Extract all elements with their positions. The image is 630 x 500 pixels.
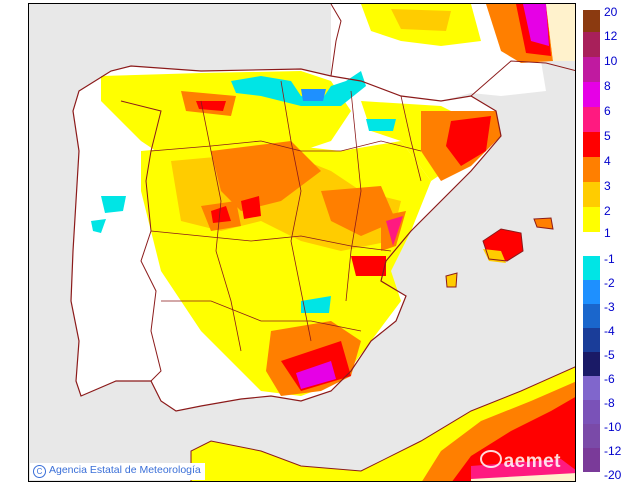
legend-swatch-6	[583, 107, 600, 132]
aemet-logo-text: aemet	[503, 451, 561, 472]
aemet-logo: aemet	[479, 450, 561, 473]
color-legend: 20 12 10 8 6 5 4 3 2 1 -1 -2 -3 -4 -5 -6…	[583, 6, 630, 482]
credit-label: Agencia Estatal de Meteorología	[49, 464, 201, 476]
legend-swatch-m8	[583, 400, 600, 424]
legend-label: 3	[604, 179, 611, 193]
legend-label: 10	[604, 54, 618, 68]
legend-swatch-m2	[583, 280, 600, 304]
anomaly-map: C Agencia Estatal de Meteorología aemet	[28, 3, 576, 482]
legend-swatch-m1	[583, 256, 600, 280]
legend-label: -4	[604, 324, 615, 338]
copyright-icon: C	[33, 465, 46, 478]
legend-swatch-10	[583, 57, 600, 82]
legend-label: -20	[604, 468, 622, 482]
legend-label: -6	[604, 372, 615, 386]
legend-label: 5	[604, 129, 611, 143]
map-graphic	[70, 4, 575, 481]
legend-label: 4	[604, 154, 611, 168]
legend-swatch-m10	[583, 424, 600, 448]
legend-label: 20	[604, 5, 618, 19]
legend-label: -2	[604, 276, 615, 290]
legend-label: 6	[604, 104, 611, 118]
legend-swatch-m3	[583, 304, 600, 328]
legend-swatch-m6	[583, 376, 600, 400]
legend-swatch-12	[583, 32, 600, 57]
legend-label: -3	[604, 300, 615, 314]
legend-label: -5	[604, 348, 615, 362]
legend-label: -1	[604, 252, 615, 266]
legend-swatch-3	[583, 182, 600, 207]
legend-swatch-m5	[583, 352, 600, 376]
legend-label: 2	[604, 204, 611, 218]
legend-label: 8	[604, 79, 611, 93]
legend-swatch-2	[583, 207, 600, 232]
legend-label: 1	[604, 226, 611, 240]
legend-label: -10	[604, 420, 622, 434]
legend-swatch-4	[583, 157, 600, 182]
legend-swatch-20	[583, 10, 600, 32]
legend-label: -12	[604, 444, 622, 458]
legend-swatch-m4	[583, 328, 600, 352]
legend-label: 12	[604, 29, 618, 43]
aemet-swirl-icon	[479, 450, 502, 468]
legend-swatch-5	[583, 132, 600, 157]
legend-label: -8	[604, 396, 615, 410]
credit-text: C Agencia Estatal de Meteorología	[30, 463, 205, 480]
legend-swatch-8	[583, 82, 600, 107]
legend-swatch-m12	[583, 448, 600, 472]
